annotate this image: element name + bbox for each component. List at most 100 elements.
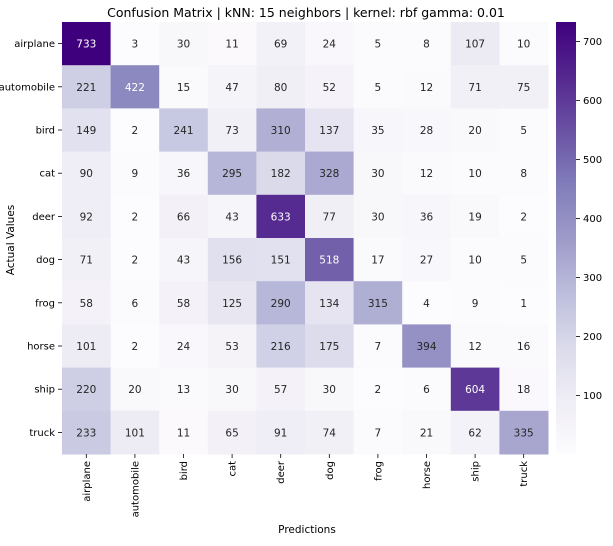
cell-value-label: 8 [423,39,430,51]
cell-value-label: 290 [271,298,291,310]
heatmap-cell [305,151,355,196]
cell-value-label: 125 [222,298,242,310]
heatmap-cell [110,108,160,153]
cell-value-label: 73 [225,125,238,137]
heatmap-cell [207,281,257,325]
heatmap-cell [499,108,549,153]
heatmap-cell [499,194,549,239]
cell-value-label: 101 [125,427,145,439]
heatmap-cell [402,410,452,455]
heatmap-cell [110,238,160,282]
heatmap-cell [256,194,306,239]
heatmap-cell [159,367,209,412]
y-tick-label: frog [35,298,55,309]
x-tick-label: truck [519,461,530,487]
heatmap-cell [159,194,209,239]
cell-value-label: 10 [468,168,481,180]
cell-value-label: 10 [517,39,530,51]
heatmap-cell [62,238,112,282]
cell-value-label: 101 [76,341,96,353]
cell-value-label: 11 [177,427,190,439]
heatmap-cell [450,108,500,153]
y-tick-label: truck [29,428,55,439]
cell-value-label: 13 [177,384,190,396]
y-tick-label: bird [36,126,55,137]
heatmap-cell [256,65,306,109]
cell-value-label: 149 [76,125,96,137]
heatmap-cell [305,108,355,153]
colorbar-tick-label: 500 [583,155,602,166]
colorbar-tick-label: 200 [583,332,602,343]
heatmap-cell [402,324,452,369]
heatmap-cell [110,410,160,455]
heatmap-cell [110,194,160,239]
heatmap-cell [402,108,452,153]
cell-value-label: 12 [420,82,433,94]
heatmap-cell [450,410,500,455]
cell-value-label: 9 [472,298,479,310]
heatmap-cell [159,238,209,282]
y-tick-label: deer [32,212,56,223]
heatmap-cell [110,324,160,369]
heatmap-cell [305,238,355,282]
heatmap-cell [499,22,549,66]
cell-value-label: 335 [514,427,534,439]
cell-value-label: 36 [420,211,434,223]
cell-value-label: 9 [132,168,139,180]
cell-value-label: 12 [468,341,481,353]
cell-value-label: 2 [520,211,527,223]
cell-value-label: 422 [125,82,145,94]
cell-value-label: 66 [177,211,191,223]
cell-value-label: 137 [319,125,339,137]
y-axis-ticks: airplane automobile bird cat deer dog frog hors… [0,39,62,439]
heatmap-cell [62,410,112,455]
x-tick-label: ship [471,461,482,482]
heatmap-cell [159,108,209,153]
x-axis-label: Predictions [278,524,336,536]
heatmap-cell [207,194,257,239]
y-tick-label: airplane [14,39,55,50]
cell-value-label: 182 [271,168,291,180]
heatmap-cell [305,324,355,369]
cell-value-label: 58 [177,298,190,310]
heatmap-cell [62,324,112,369]
cell-value-label: 11 [225,39,238,51]
heatmap-cell [353,238,403,282]
heatmap-cell [305,22,355,66]
heatmap-cell [110,65,160,109]
heatmap-cell [110,281,160,325]
heatmap-cell [110,22,160,66]
heatmap-cell [62,151,112,196]
heatmap-cell [499,367,549,412]
heatmap-cell [207,22,257,66]
cell-value-label: 19 [468,211,481,223]
heatmap-cell [305,194,355,239]
cell-value-label: 2 [132,255,139,267]
cell-value-label: 6 [423,384,430,396]
cell-value-label: 5 [375,82,382,94]
cell-value-label: 74 [323,427,337,439]
cell-value-label: 8 [520,168,527,180]
y-tick-label: automobile [0,82,55,93]
cell-value-label: 2 [132,341,139,353]
cell-value-label: 2 [375,384,382,396]
cell-value-label: 220 [76,384,96,396]
heatmap-cell [305,281,355,325]
heatmap-cell [402,194,452,239]
cell-value-label: 16 [517,341,531,353]
heatmap-cells [62,22,549,455]
cell-value-label: 62 [468,427,481,439]
cell-value-label: 2 [132,125,139,137]
heatmap-cell [499,324,549,369]
y-tick-label: cat [39,169,55,180]
heatmap-cell [159,281,209,325]
heatmap-cell [450,151,500,196]
heatmap-cell [62,22,112,66]
cell-value-label: 92 [80,211,93,223]
heatmap-cell [62,367,112,412]
heatmap-cell [159,22,209,66]
y-tick-label: dog [36,255,55,266]
heatmap-cell [256,108,306,153]
cell-value-label: 604 [465,384,485,396]
cell-value-label: 53 [225,341,238,353]
